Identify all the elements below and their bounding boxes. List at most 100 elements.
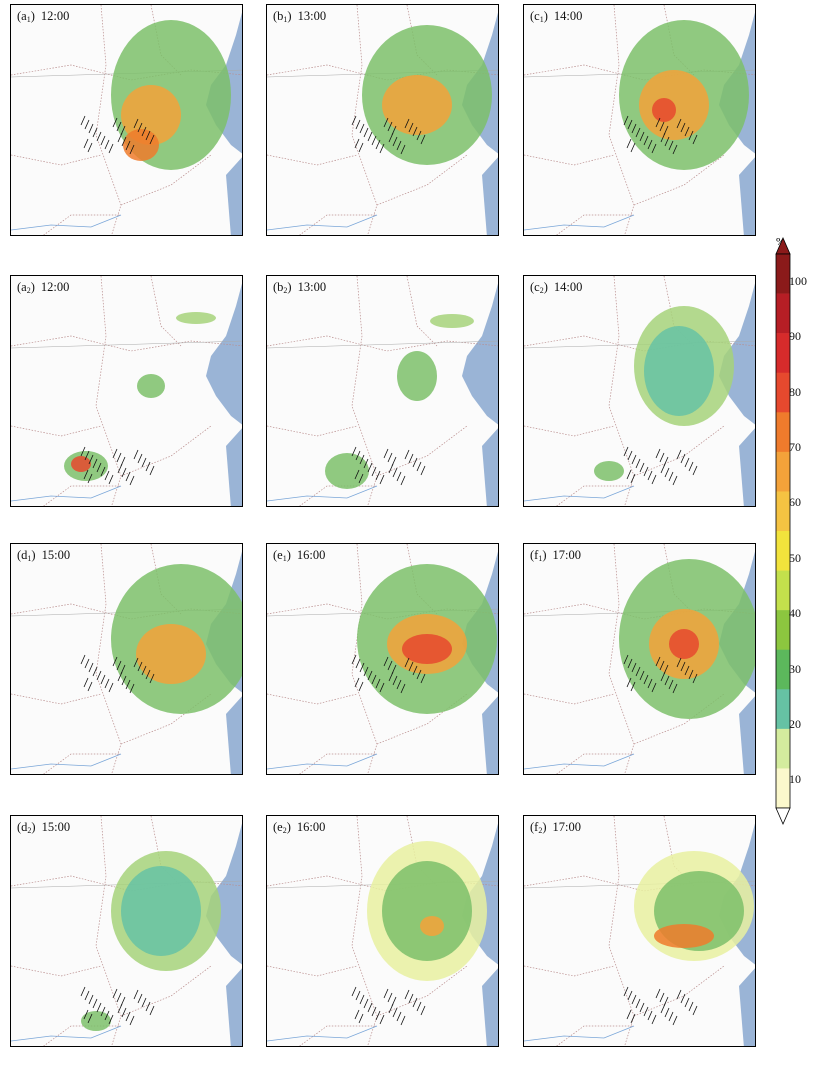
panel-subscript: 1 — [26, 15, 31, 24]
wind-barb — [367, 1002, 373, 1013]
probability-contour — [402, 634, 452, 664]
colorbar-tick-label: 50 — [789, 550, 801, 565]
province-boundary — [95, 5, 122, 235]
panel-time: 12:00 — [40, 9, 70, 23]
wind-barb — [383, 988, 389, 999]
province-boundary — [608, 816, 635, 1046]
wind-barb — [692, 134, 698, 145]
wind-barb — [412, 126, 418, 137]
wind-barb — [100, 674, 106, 685]
wind-barb — [627, 658, 633, 669]
wind-barb — [100, 1006, 106, 1017]
wind-barb — [112, 117, 118, 128]
province-boundary — [351, 276, 378, 506]
panel-letter: (f — [530, 820, 539, 834]
panel-subscript: 2 — [27, 826, 32, 835]
panel-label: (b1) 13:00 — [273, 9, 327, 24]
probability-contour — [594, 461, 624, 481]
wind-barb — [651, 143, 657, 154]
wind-barb-cluster — [351, 446, 426, 486]
wind-barb — [355, 450, 361, 461]
wind-barb — [408, 122, 414, 133]
panel-letter: (d — [17, 820, 28, 834]
wind-barb — [404, 657, 410, 668]
panel-letter: (f — [530, 548, 539, 562]
wind-barb — [400, 1015, 406, 1026]
graticule — [267, 340, 498, 349]
wind-barb — [96, 1002, 102, 1013]
wind-barb — [663, 664, 669, 675]
map-panel-c2: (c2) 14:00 — [523, 275, 756, 507]
wind-barb — [375, 470, 381, 481]
wind-barb — [145, 130, 151, 141]
wind-barb-cluster — [351, 115, 426, 155]
province-boundary — [299, 214, 377, 235]
wind-barb — [371, 1006, 377, 1017]
colorbar-tick-label: 90 — [789, 329, 801, 344]
panel-time: 13:00 — [297, 280, 327, 294]
wind-barb — [137, 453, 143, 464]
wind-barb — [141, 126, 147, 137]
wind-barb — [96, 670, 102, 681]
map-field — [524, 276, 755, 506]
colorbar-tick-label: 80 — [789, 384, 801, 399]
wind-barb — [87, 1013, 93, 1024]
sea-area — [739, 157, 755, 235]
probability-contour — [397, 351, 437, 401]
wind-barb — [116, 121, 122, 132]
wind-barb — [96, 131, 102, 142]
wind-barb — [120, 996, 126, 1007]
wind-barb — [383, 117, 389, 128]
province-boundary — [556, 485, 634, 506]
wind-barb — [664, 675, 670, 686]
wind-barb — [647, 139, 653, 150]
wind-barb — [391, 996, 397, 1007]
wind-barb — [404, 449, 410, 460]
province-boundary — [11, 335, 242, 352]
map-panel-e2: (e2) 16:00 — [266, 815, 499, 1047]
wind-barb — [120, 664, 126, 675]
wind-barb — [668, 1011, 674, 1022]
wind-barb — [392, 1007, 398, 1018]
wind-barb — [363, 998, 369, 1009]
panel-subscript: 2 — [538, 826, 543, 835]
probability-contour — [136, 624, 206, 684]
sea-area — [482, 428, 498, 506]
map-field — [524, 816, 755, 1046]
wind-barb — [129, 1015, 135, 1026]
wind-barb — [84, 450, 90, 461]
panel-time: 16:00 — [296, 820, 326, 834]
wind-barb — [355, 658, 361, 669]
wind-barb — [145, 461, 151, 472]
wind-barb — [639, 131, 645, 142]
wind-barb — [412, 457, 418, 468]
wind-barb — [635, 666, 641, 677]
panel-label: (c2) 14:00 — [530, 280, 583, 295]
wind-barb — [684, 997, 690, 1008]
wind-barb — [133, 657, 139, 668]
wind-barb — [643, 674, 649, 685]
province-boundary — [524, 965, 615, 977]
panel-subscript: 1 — [538, 554, 543, 563]
map-field — [267, 544, 498, 774]
wind-barb-cluster — [623, 654, 698, 694]
wind-barb — [416, 461, 422, 472]
wind-barb — [680, 661, 686, 672]
wind-barb — [626, 469, 632, 480]
wind-barb-cluster — [623, 986, 698, 1026]
wind-barb — [121, 1007, 127, 1018]
wind-barb — [639, 462, 645, 473]
wind-barb — [351, 115, 357, 126]
wind-barb — [359, 454, 365, 465]
wind-barb — [647, 678, 653, 689]
wind-barb — [400, 144, 406, 155]
map-panel-d1: (d1) 15:00 — [10, 543, 243, 775]
wind-barb — [420, 134, 426, 145]
wind-barb — [688, 669, 694, 680]
wind-barb-cluster — [351, 986, 426, 1026]
panel-letter: (e — [273, 548, 283, 562]
colorbar-tick-label: 60 — [789, 495, 801, 510]
wind-barb — [630, 1013, 636, 1024]
wind-barb — [392, 675, 398, 686]
graticule — [11, 340, 242, 349]
